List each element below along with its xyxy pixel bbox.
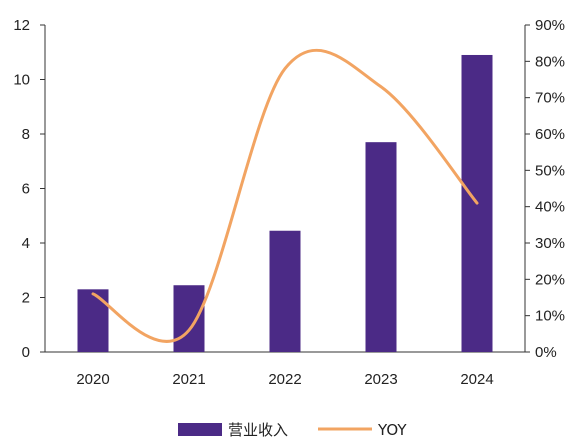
right-tick-label: 0% bbox=[535, 344, 557, 361]
x-tick-label: 2022 bbox=[268, 371, 301, 388]
x-tick-label: 2023 bbox=[364, 371, 397, 388]
x-tick-label: 2020 bbox=[76, 371, 109, 388]
legend: 营业收入 YOY bbox=[178, 421, 407, 439]
bar-2022 bbox=[269, 230, 301, 352]
x-tick-label: 2021 bbox=[172, 371, 205, 388]
x-axis-ticks: 2020 2021 2022 2023 2024 bbox=[76, 371, 493, 388]
legend-bar-swatch bbox=[178, 423, 222, 436]
right-tick-label: 50% bbox=[535, 162, 565, 179]
right-axis-ticks: 0% 10% 20% 30% 40% 50% 60% 70% 80% 90% bbox=[525, 17, 565, 361]
right-tick-label: 10% bbox=[535, 308, 565, 325]
left-tick-label: 10 bbox=[13, 72, 30, 89]
legend-bar-label: 营业收入 bbox=[228, 421, 288, 439]
right-tick-label: 80% bbox=[535, 53, 565, 70]
right-tick-label: 40% bbox=[535, 199, 565, 216]
right-tick-label: 60% bbox=[535, 126, 565, 143]
bar-series bbox=[77, 54, 493, 352]
bar-2020 bbox=[77, 289, 109, 352]
right-tick-label: 90% bbox=[535, 17, 565, 34]
left-tick-label: 12 bbox=[13, 17, 30, 34]
left-tick-label: 4 bbox=[22, 235, 30, 252]
left-tick-label: 0 bbox=[22, 344, 30, 361]
left-tick-label: 2 bbox=[22, 290, 30, 307]
left-tick-label: 8 bbox=[22, 126, 30, 143]
left-tick-label: 6 bbox=[22, 181, 30, 198]
right-tick-label: 30% bbox=[535, 235, 565, 252]
yoy-line bbox=[91, 48, 479, 343]
x-tick-label: 2024 bbox=[460, 371, 493, 388]
right-tick-label: 70% bbox=[535, 90, 565, 107]
bar-2021 bbox=[173, 285, 205, 352]
right-tick-label: 20% bbox=[535, 271, 565, 288]
legend-line-label: YOY bbox=[377, 421, 407, 439]
bar-2023 bbox=[365, 142, 397, 352]
left-axis-ticks: 0 2 4 6 8 10 12 bbox=[13, 17, 45, 361]
line-series bbox=[91, 48, 479, 343]
